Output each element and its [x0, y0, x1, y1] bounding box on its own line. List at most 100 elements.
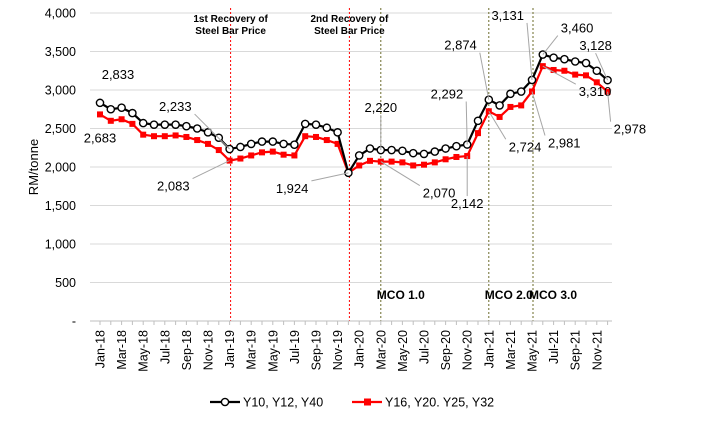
series-point-circle [592, 66, 602, 76]
series-point-circle [160, 120, 170, 129]
leader-line [607, 91, 612, 122]
series-point-circle [398, 146, 407, 156]
series-point-square [205, 140, 211, 147]
series-point-circle [333, 128, 342, 137]
series-point-circle [236, 142, 245, 152]
x-tick-label: Nov-18 [202, 330, 216, 370]
leader-line [311, 172, 349, 182]
series-point-square [313, 133, 319, 140]
x-tick-label: Mar-21 [504, 330, 518, 370]
series-point-square [334, 140, 341, 147]
series-point-circle [246, 139, 256, 149]
data-label: 2,083 [157, 179, 190, 194]
x-tick-label: Jan-20 [353, 330, 367, 368]
leader-line [595, 52, 609, 81]
legend: Y10, Y12, Y40 Y16, Y20. Y25, Y32 [210, 396, 494, 410]
series-point-circle [106, 104, 116, 114]
series-point-circle [138, 118, 148, 128]
leader-line [488, 110, 507, 140]
x-tick-label: Jul-18 [158, 330, 172, 364]
series-point-circle [290, 140, 299, 149]
data-label: 3,131 [491, 8, 524, 23]
x-tick-label: Jul-21 [547, 330, 561, 364]
x-tick-label: Nov-20 [461, 330, 475, 370]
x-tick-label: May-20 [396, 330, 410, 372]
series-point-circle [441, 144, 450, 153]
series-point-square [118, 116, 125, 123]
x-tick-label: Nov-21 [590, 330, 604, 370]
annotation-line: 1st Recovery of [193, 14, 268, 25]
series-point-circle [149, 120, 159, 129]
data-labels: 2,833 2,683 2,233 2,083 1,924 2,220 2,070 2,292… [84, 8, 646, 211]
series-point-circle [452, 141, 461, 151]
mco-label: MCO 3.0 [529, 288, 577, 302]
series-point-square [475, 130, 481, 137]
series-point-square [269, 148, 276, 155]
series-point-square [129, 120, 136, 127]
series-point-square [518, 102, 525, 109]
series-point-square [259, 149, 265, 156]
annotation-line: 2nd Recovery of [310, 14, 388, 25]
x-tick-label: Mar-19 [245, 330, 259, 370]
legend-label: Y16, Y20. Y25, Y32 [385, 396, 494, 410]
series-point-square [561, 67, 568, 74]
series-point-square [237, 155, 244, 162]
leader-line [479, 52, 490, 100]
series-point-square [302, 133, 309, 140]
series-point-circle [322, 123, 332, 133]
series-point-square [593, 79, 600, 86]
series-point-square [107, 117, 114, 124]
data-label: 2,220 [365, 100, 398, 115]
data-label: 2,233 [159, 99, 192, 114]
series-point-square [550, 66, 557, 73]
y-tick-label: 1,000 [45, 238, 76, 252]
series-point-circle [473, 116, 483, 126]
x-tick-label: May-19 [266, 330, 280, 372]
y-tick-label: - [72, 315, 76, 329]
series-point-square [421, 161, 427, 168]
x-tick-label: Sep-21 [569, 330, 583, 370]
x-tick-label: Nov-19 [331, 330, 345, 370]
data-label: 2,070 [423, 186, 456, 201]
data-label: 1,924 [276, 181, 309, 196]
leader-line [465, 101, 468, 145]
leader-line [194, 113, 230, 150]
series-point-circle [387, 145, 396, 155]
series-point-circle [560, 54, 569, 64]
data-label: 3,310 [579, 84, 612, 99]
y-tick-label: 3,000 [45, 84, 76, 98]
x-tick-label: Jan-19 [223, 330, 237, 368]
series-point-circle [300, 119, 310, 129]
axes: - 500 1,000 1,500 2,000 2,500 3,000 3,500 4,000 R… [26, 7, 612, 372]
x-tick-label: Jul-20 [418, 330, 432, 364]
series-point-square [151, 133, 157, 140]
series-point-square [248, 152, 255, 159]
series-point-square [388, 158, 395, 165]
series-point-square [572, 71, 579, 78]
x-tick-label: Sep-19 [310, 330, 324, 370]
series-point-square [140, 131, 147, 138]
series-point-square [583, 72, 589, 79]
leader-line [526, 22, 533, 80]
y-tick-label: 1,500 [45, 199, 76, 213]
series-point-circle [516, 87, 526, 96]
data-label: 2,292 [431, 87, 464, 102]
data-label: 2,981 [548, 135, 581, 150]
series-point-circle [257, 137, 267, 146]
x-tick-label: Jan-21 [482, 330, 496, 368]
series-point-square [323, 137, 330, 144]
data-label: 2,683 [84, 130, 117, 145]
y-tick-label: 3,500 [45, 45, 76, 59]
series-point-circle [354, 151, 364, 160]
series-point-square [442, 156, 449, 163]
series-point-circle [549, 53, 558, 62]
series-point-square [496, 113, 503, 120]
x-tick-label: Jan-18 [94, 330, 108, 368]
series-point-square [97, 111, 103, 118]
series-point-square [215, 147, 222, 154]
leader-line [192, 160, 230, 180]
series-point-circle [182, 121, 191, 131]
x-tick-label: Sep-18 [180, 330, 194, 370]
series-point-circle [192, 124, 202, 133]
